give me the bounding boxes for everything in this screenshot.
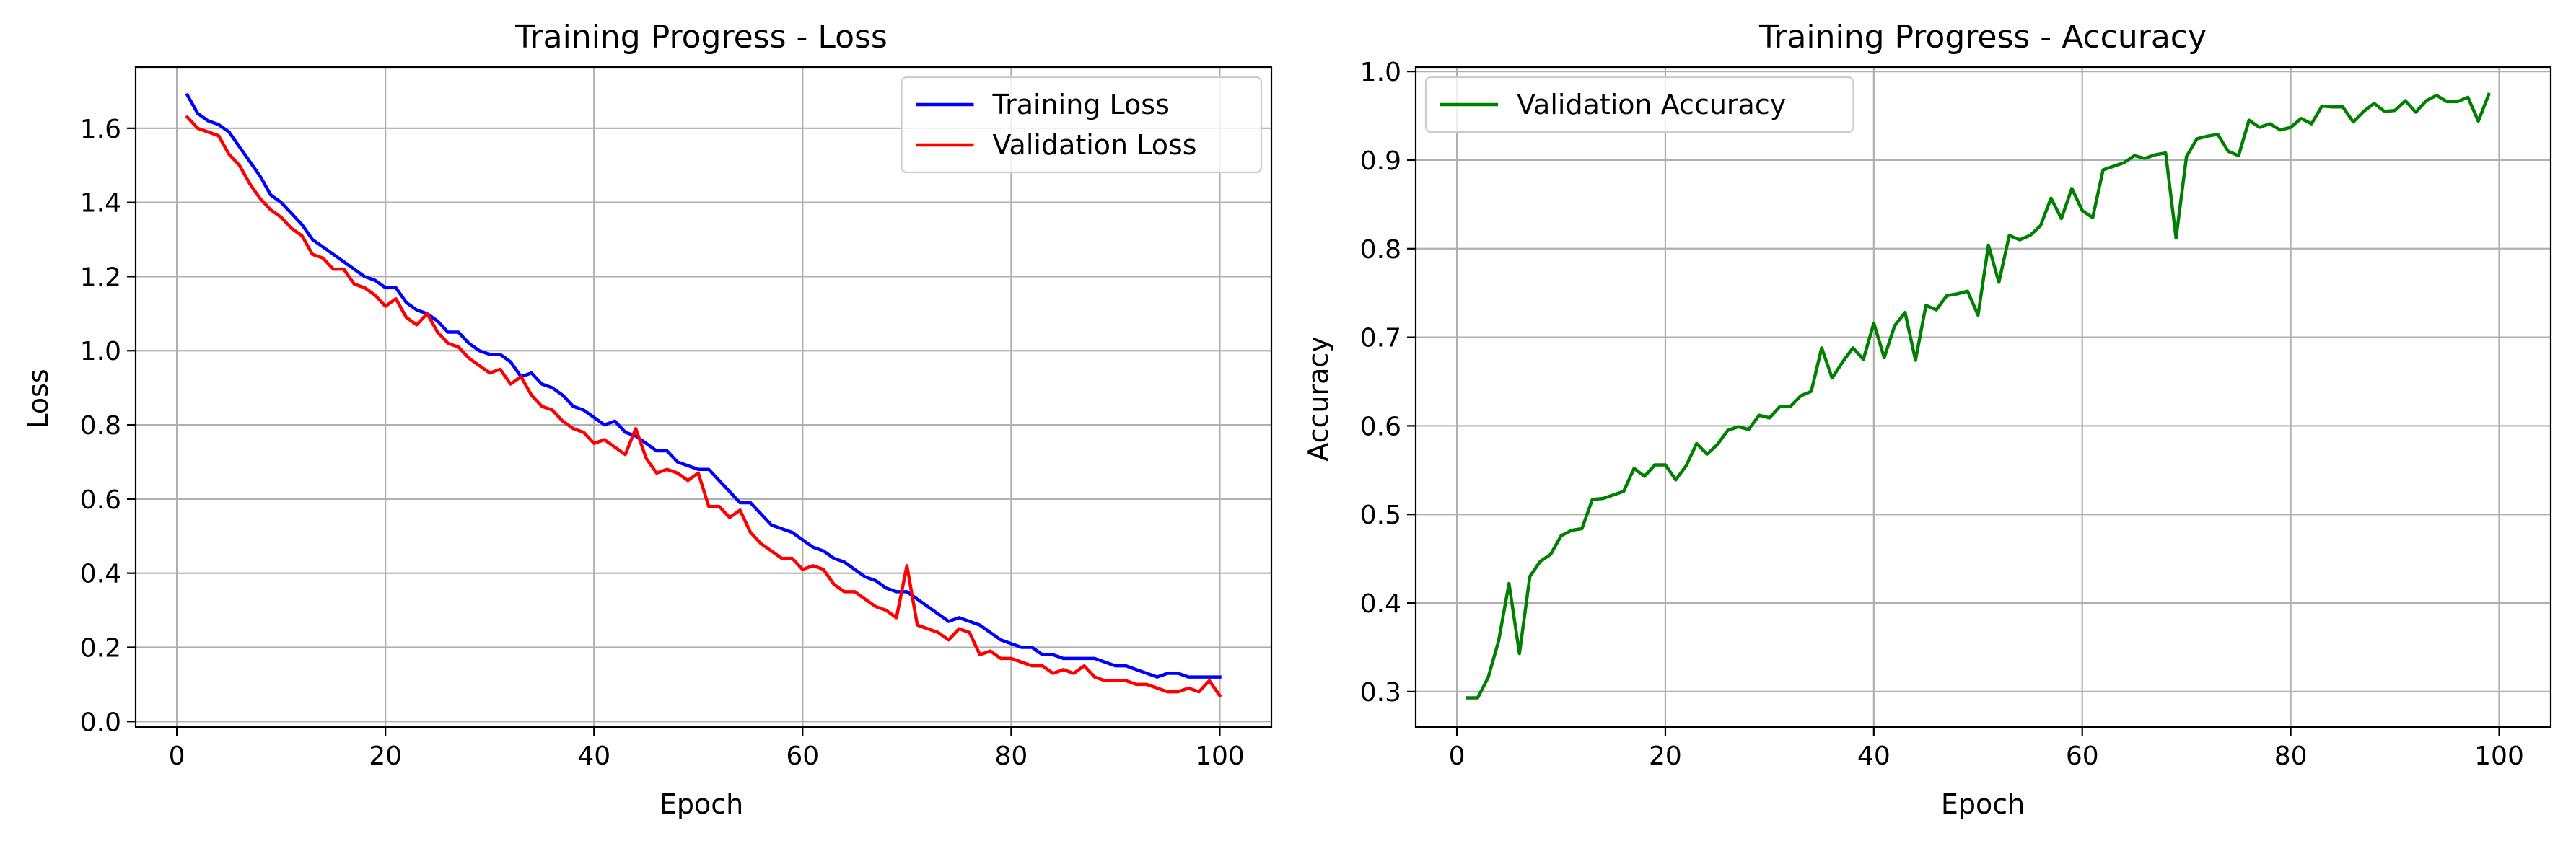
accuracy-axes-frame — [1414, 66, 2552, 728]
loss-chart: Training Progress - Loss Epoch Loss 0 20 4… — [22, 19, 1273, 820]
loss-y-tick-label: 0.4 — [80, 560, 121, 589]
accuracy-y-axis-label: Accuracy — [1302, 336, 1334, 462]
accuracy-y-tick-label: 0.7 — [1360, 324, 1401, 353]
loss-x-tick-label: 20 — [369, 741, 402, 771]
accuracy-x-tick-label: 40 — [1857, 741, 1891, 771]
loss-legend-box — [901, 76, 1263, 174]
accuracy-x-axis-label: Epoch — [1941, 788, 2025, 820]
loss-y-tick-label: 0.6 — [80, 485, 121, 515]
accuracy-y-tick-label: 0.5 — [1360, 501, 1401, 530]
loss-x-tick-label: 80 — [994, 741, 1028, 771]
accuracy-x-tick-label: 80 — [2274, 741, 2308, 771]
loss-series-line-1 — [185, 115, 1222, 698]
loss-legend-label-0: Training Loss — [992, 89, 1170, 120]
loss-x-tick-label: 40 — [577, 741, 610, 771]
loss-chart-title: Training Progress - Loss — [514, 19, 888, 56]
loss-y-tick-label: 0.0 — [80, 708, 121, 737]
loss-y-tick-label: 1.0 — [80, 337, 121, 366]
loss-y-tick-label: 1.2 — [80, 263, 121, 292]
loss-plot-area — [136, 67, 1271, 727]
accuracy-y-tick-label: 0.8 — [1360, 235, 1401, 265]
loss-y-tick-label: 0.2 — [80, 633, 121, 663]
accuracy-legend-box — [1424, 76, 1854, 133]
accuracy-legend: Validation Accuracy — [1424, 76, 1854, 133]
accuracy-y-tick-label: 0.3 — [1360, 678, 1401, 708]
loss-y-tick-label: 1.4 — [80, 189, 121, 219]
accuracy-legend-label-0: Validation Accuracy — [1517, 89, 1786, 120]
accuracy-x-tick-label: 20 — [1649, 741, 1682, 771]
accuracy-x-tick-label: 60 — [2066, 741, 2099, 771]
loss-x-tick-label: 60 — [786, 741, 819, 771]
loss-x-tick-label: 100 — [1195, 741, 1245, 771]
loss-y-axis-label: Loss — [22, 369, 54, 428]
accuracy-chart: Training Progress - Accuracy Epoch Accur… — [1302, 19, 2552, 820]
loss-legend: Training Loss Validation Loss — [901, 76, 1263, 174]
loss-y-tick-label: 1.6 — [80, 115, 121, 144]
loss-axes-frame — [134, 66, 1273, 728]
loss-legend-label-1: Validation Loss — [993, 129, 1197, 161]
accuracy-x-tick-label: 100 — [2474, 741, 2524, 771]
accuracy-y-tick-label: 0.4 — [1360, 589, 1401, 619]
loss-x-axis-label: Epoch — [660, 788, 743, 820]
accuracy-y-tick-label: 0.9 — [1360, 146, 1401, 176]
accuracy-chart-title: Training Progress - Accuracy — [1758, 19, 2207, 56]
accuracy-series-line-0 — [1466, 92, 2491, 700]
loss-series-line-0 — [185, 92, 1222, 679]
loss-x-tick-label: 0 — [169, 741, 185, 771]
accuracy-y-tick-label: 1.0 — [1360, 58, 1401, 87]
accuracy-y-tick-label: 0.6 — [1360, 412, 1401, 441]
accuracy-plot-area — [1416, 67, 2551, 727]
loss-y-tick-label: 0.8 — [80, 411, 121, 441]
accuracy-x-tick-label: 0 — [1449, 741, 1466, 771]
